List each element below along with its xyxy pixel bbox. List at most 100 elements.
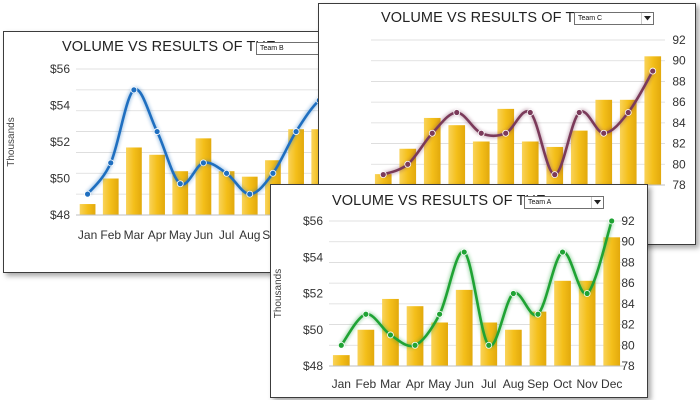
dropdown-arrow-icon[interactable] bbox=[641, 13, 653, 24]
x-tick-label: Jul bbox=[219, 228, 234, 242]
team-selector-dropdown[interactable]: Team C bbox=[574, 12, 654, 25]
line-point bbox=[575, 109, 583, 116]
x-tick-label: Feb bbox=[356, 377, 377, 391]
bar bbox=[595, 99, 613, 185]
x-tick-label: Jun bbox=[455, 377, 474, 391]
bar bbox=[644, 56, 662, 185]
x-tick-label: Mar bbox=[380, 377, 401, 391]
y-tick-label: $56 bbox=[50, 62, 70, 76]
bar bbox=[455, 289, 473, 366]
line-point bbox=[292, 128, 300, 135]
y2-tick-label: 88 bbox=[672, 74, 686, 88]
y2-tick-label: 80 bbox=[621, 338, 635, 352]
line-point bbox=[337, 341, 345, 349]
x-tick-label: Aug bbox=[503, 377, 524, 391]
bar bbox=[406, 306, 424, 366]
line-point bbox=[428, 129, 436, 137]
bar bbox=[546, 146, 564, 185]
chart-title: VOLUME VS RESULTS OF THE bbox=[381, 10, 595, 26]
y2-tick-label: 90 bbox=[621, 235, 635, 249]
bar bbox=[332, 355, 350, 366]
bar bbox=[79, 204, 96, 215]
line-point bbox=[246, 190, 254, 198]
bar bbox=[357, 329, 375, 366]
bar bbox=[102, 178, 119, 215]
bar bbox=[554, 280, 571, 366]
line-point bbox=[453, 109, 461, 116]
y2-tick-label: 78 bbox=[672, 178, 686, 192]
chart-plot-area: $48 $50 $52 $54 $56 78 80 82 84 86 88 90 92 Jan Feb Mar… bbox=[273, 214, 635, 391]
line-point bbox=[624, 109, 632, 116]
line-point bbox=[551, 171, 559, 179]
y2-tick-label: 90 bbox=[672, 54, 686, 68]
y-tick-label: $52 bbox=[50, 135, 70, 149]
bar bbox=[431, 322, 448, 366]
y-tick-label: $50 bbox=[303, 323, 323, 337]
y2-tick-label: 82 bbox=[621, 318, 635, 332]
line-point bbox=[84, 190, 91, 198]
y-tick-label: $54 bbox=[50, 99, 70, 113]
line-point bbox=[269, 169, 277, 177]
x-tick-label: Apr bbox=[406, 377, 425, 391]
chart-title: VOLUME VS RESULTS OF THE bbox=[332, 193, 546, 209]
line-point bbox=[362, 310, 370, 318]
line-point bbox=[200, 159, 207, 167]
line-point bbox=[107, 159, 115, 167]
line-point bbox=[153, 128, 161, 135]
y2-tick-label: 84 bbox=[672, 116, 686, 130]
y-tick-label: $56 bbox=[303, 214, 323, 228]
bar bbox=[448, 125, 466, 185]
x-tick-label: Feb bbox=[100, 228, 121, 242]
bar bbox=[603, 237, 621, 366]
x-tick-label: Oct bbox=[553, 377, 572, 391]
team-selector-value: Team A bbox=[528, 199, 552, 206]
line-point bbox=[526, 109, 534, 116]
line-point bbox=[509, 290, 517, 297]
x-tick-label: May bbox=[169, 228, 192, 242]
x-tick-label: Aug bbox=[239, 228, 260, 242]
line-point bbox=[436, 310, 444, 318]
line-point bbox=[404, 160, 412, 168]
bar bbox=[521, 141, 539, 185]
line-point bbox=[387, 331, 394, 339]
x-tick-label: Nov bbox=[576, 377, 597, 391]
bar bbox=[578, 280, 596, 366]
y2-tick-label: 92 bbox=[621, 214, 635, 228]
y-axis-title: Thousands bbox=[273, 269, 284, 318]
team-selector-dropdown[interactable]: Team A bbox=[524, 196, 604, 209]
bar bbox=[570, 130, 588, 185]
y-axis-title: Thousands bbox=[6, 117, 17, 166]
line-point bbox=[411, 341, 419, 349]
line-point bbox=[460, 248, 468, 256]
line-point bbox=[649, 67, 657, 75]
y2-tick-label: 84 bbox=[621, 297, 635, 311]
x-tick-label: Jul bbox=[481, 377, 496, 391]
line-point bbox=[534, 310, 542, 318]
line-point bbox=[379, 171, 387, 179]
line-point bbox=[223, 169, 230, 177]
line-point bbox=[176, 180, 184, 188]
line-point bbox=[485, 341, 493, 349]
bar bbox=[149, 154, 165, 215]
line-point bbox=[583, 290, 591, 297]
x-tick-label: May bbox=[428, 377, 451, 391]
y-tick-label: $50 bbox=[50, 172, 70, 186]
y2-tick-label: 82 bbox=[672, 137, 686, 151]
bar bbox=[497, 108, 515, 185]
y-tick-label: $54 bbox=[303, 250, 323, 264]
y-tick-label: $48 bbox=[303, 359, 323, 373]
chart-panel-team-c: VOLUME VS RESULTS OF THE Team C 78 80 82 84… bbox=[318, 3, 696, 245]
dropdown-arrow-icon[interactable] bbox=[591, 197, 603, 208]
y2-tick-label: 80 bbox=[672, 157, 686, 171]
bar bbox=[529, 311, 547, 366]
y2-tick-label: 88 bbox=[621, 255, 635, 269]
line-point bbox=[130, 86, 138, 94]
series-line bbox=[86, 88, 344, 196]
team-selector-value: Team C bbox=[578, 15, 603, 22]
bar bbox=[126, 147, 142, 215]
bar bbox=[195, 138, 212, 215]
x-tick-label: Sep bbox=[527, 377, 549, 391]
line-point bbox=[608, 217, 616, 225]
team-selector-value: Team B bbox=[260, 45, 284, 52]
chart-plot-area: 78 80 82 84 86 88 90 92 bbox=[371, 33, 686, 192]
